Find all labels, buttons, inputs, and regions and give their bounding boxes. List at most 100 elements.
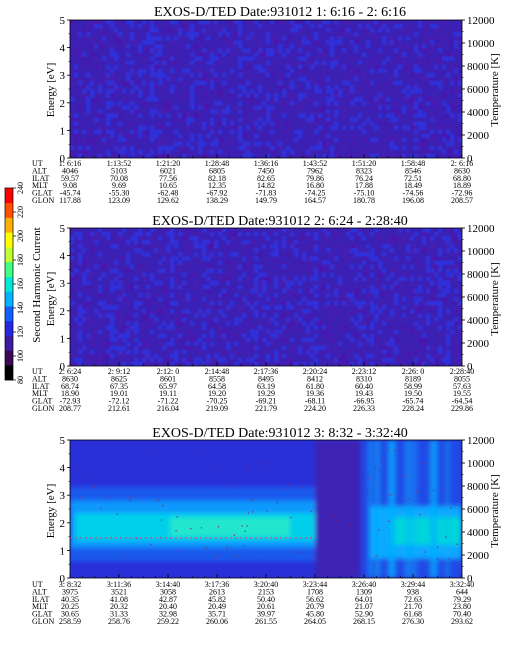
spectrogram-cell bbox=[98, 252, 103, 257]
spectrogram-cell bbox=[78, 309, 83, 314]
spectrogram-cell bbox=[318, 145, 323, 151]
panel-1: EXOS-D/TED Date:931012 1: 6:16 - 2: 6:16… bbox=[32, 5, 501, 205]
spectrogram-cell bbox=[430, 44, 435, 49]
spectrogram-cell bbox=[82, 276, 87, 282]
spectrogram-cell bbox=[126, 268, 131, 274]
spectrogram-cell bbox=[118, 145, 123, 151]
ephemeris-row-label: ILAT bbox=[32, 174, 49, 183]
spectrogram-cell bbox=[110, 317, 115, 322]
spectrogram-cell bbox=[106, 129, 111, 135]
spectrogram-cell bbox=[210, 97, 215, 102]
ephemeris-value: 1309 bbox=[356, 587, 372, 596]
spectrogram-cell bbox=[98, 80, 103, 86]
spectrogram-cell bbox=[114, 20, 119, 25]
spectrogram-cell bbox=[386, 97, 391, 102]
spectrogram-cell bbox=[162, 333, 167, 338]
spectrogram-cell bbox=[126, 20, 131, 25]
ephemeris-row-label: MLT bbox=[32, 181, 48, 190]
panel-2-title: EXOS-D/TED Date:931012 2: 6:24 - 2:28:40 bbox=[152, 214, 407, 229]
spectrogram-cell bbox=[422, 337, 427, 343]
spectrogram-cell bbox=[250, 36, 255, 41]
spectrogram-cell bbox=[402, 137, 407, 143]
spectrogram-cell bbox=[82, 52, 87, 57]
spectrogram-cell bbox=[270, 329, 275, 334]
spectrogram-cell bbox=[218, 129, 223, 135]
spectrogram-cell bbox=[282, 52, 287, 57]
spectrogram-cell bbox=[410, 236, 415, 241]
spectrogram-cell bbox=[446, 72, 451, 78]
spectrogram-cell bbox=[106, 240, 111, 245]
spectrogram-cell bbox=[202, 105, 207, 110]
spectrogram-cell bbox=[378, 97, 383, 102]
spectrogram-cell bbox=[198, 313, 203, 318]
spectrogram-cell bbox=[218, 268, 223, 274]
spectrogram-cell bbox=[258, 24, 263, 29]
spectrogram-cell bbox=[170, 337, 175, 343]
spectrogram-cell bbox=[318, 341, 323, 347]
spectrogram-cell bbox=[218, 252, 223, 257]
spectrogram-cell bbox=[346, 333, 351, 338]
spectrogram-cell bbox=[146, 252, 151, 257]
spectrogram-cell bbox=[346, 93, 351, 98]
ephemeris-value: 3:23:44 bbox=[303, 580, 327, 589]
spectrogram-cell bbox=[110, 129, 115, 135]
spectrogram-cell bbox=[146, 349, 151, 355]
dot bbox=[150, 544, 152, 546]
spectrogram-cell bbox=[390, 301, 395, 306]
spectrogram-cell bbox=[302, 153, 307, 158]
spectrogram-cell bbox=[106, 113, 111, 118]
spectrogram-cell bbox=[134, 301, 139, 306]
ephemeris-value: 2: 6:16 bbox=[451, 159, 473, 168]
spectrogram-cell bbox=[362, 333, 367, 338]
spectrogram-cell bbox=[322, 325, 327, 330]
colorbar-block bbox=[5, 232, 13, 248]
spectrogram-cell bbox=[234, 349, 239, 355]
spectrogram-cell bbox=[146, 40, 151, 45]
spectrogram-cell bbox=[142, 68, 147, 74]
spectrogram-cell bbox=[370, 361, 375, 366]
spectrogram-cell bbox=[414, 260, 419, 265]
spectrogram-cell bbox=[150, 40, 155, 45]
spectrogram-cell bbox=[442, 149, 447, 155]
ephemeris-value: 1:43:52 bbox=[303, 159, 327, 168]
spectrogram-cell bbox=[218, 329, 223, 334]
spectrogram-cell bbox=[434, 24, 439, 29]
spectrogram-cell bbox=[98, 228, 103, 233]
spectrogram-cell bbox=[218, 93, 223, 98]
spectrogram-cell bbox=[374, 264, 379, 269]
spectrogram-cell bbox=[182, 317, 187, 322]
spectrogram-cell bbox=[206, 240, 211, 245]
ephemeris-value: 21.07 bbox=[355, 602, 373, 611]
spectrogram-cell bbox=[354, 244, 359, 249]
spectrogram-cell bbox=[266, 321, 271, 326]
spectrogram-cell bbox=[86, 301, 91, 306]
spectrogram-cell bbox=[178, 141, 183, 147]
spectrogram-cell bbox=[122, 149, 127, 155]
spectrogram-cell bbox=[130, 101, 135, 106]
spectrogram-cell bbox=[294, 292, 299, 298]
spectrogram-cell bbox=[194, 240, 199, 245]
spectrogram-cell bbox=[306, 60, 311, 66]
spectrogram-cell bbox=[70, 236, 75, 241]
spectrogram-cell bbox=[442, 260, 447, 265]
spectrogram-cell bbox=[214, 280, 219, 286]
spectrogram-cell bbox=[94, 309, 99, 314]
spectrogram-cell bbox=[354, 153, 359, 158]
spectrogram-cell bbox=[74, 268, 79, 274]
spectrogram-cell bbox=[86, 256, 91, 261]
spectrogram-cell bbox=[98, 20, 103, 25]
spectrogram-cell bbox=[422, 121, 427, 126]
dot bbox=[190, 528, 192, 530]
spectrogram-cell bbox=[122, 353, 127, 359]
spectrogram-cell bbox=[430, 288, 435, 294]
spectrogram-cell bbox=[118, 337, 123, 343]
spectrogram-cell bbox=[250, 284, 255, 290]
spectrogram-cell bbox=[138, 125, 143, 130]
spectrogram-cell bbox=[338, 244, 343, 249]
spectrogram-cell bbox=[118, 101, 123, 106]
spectrogram-cell bbox=[198, 113, 203, 118]
spectrogram-cell bbox=[230, 236, 235, 241]
spectrogram-cell bbox=[122, 44, 127, 49]
spectrogram-cell bbox=[258, 284, 263, 290]
ephemeris-value: 17.88 bbox=[355, 181, 373, 190]
